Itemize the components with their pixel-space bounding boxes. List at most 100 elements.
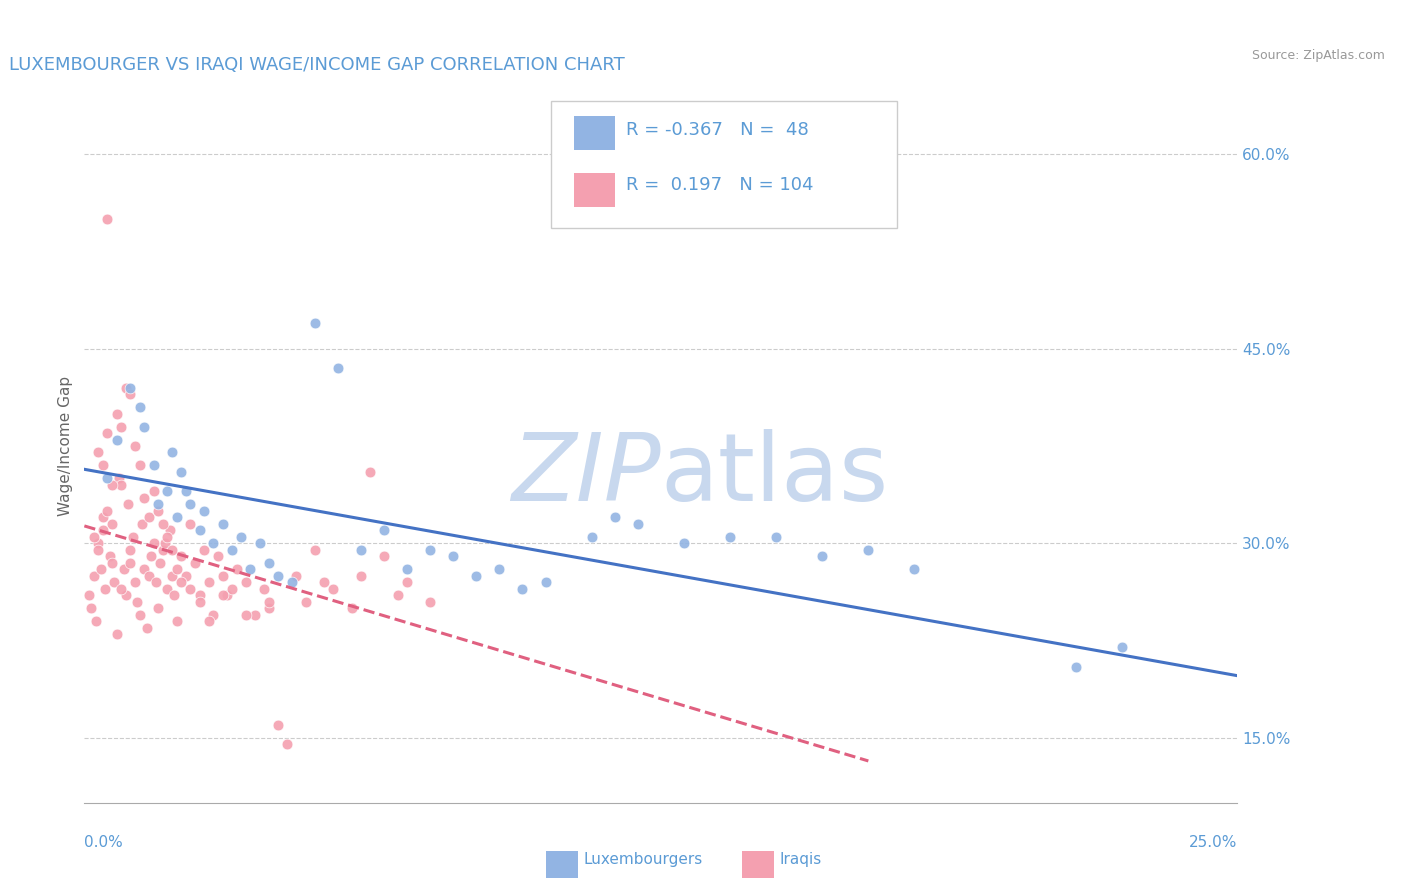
Point xyxy=(1180,809,1202,823)
Y-axis label: Wage/Income Gap: Wage/Income Gap xyxy=(58,376,73,516)
Point xyxy=(110,582,132,596)
Point xyxy=(170,465,193,479)
Point xyxy=(121,530,143,544)
Point xyxy=(96,211,118,226)
Point xyxy=(239,562,262,576)
Point xyxy=(174,568,197,582)
Point xyxy=(211,568,233,582)
Point xyxy=(221,582,243,596)
Point xyxy=(225,562,247,576)
Point xyxy=(373,549,395,564)
Text: LUXEMBOURGER VS IRAQI WAGE/INCOME GAP CORRELATION CHART: LUXEMBOURGER VS IRAQI WAGE/INCOME GAP CO… xyxy=(10,56,626,74)
Point xyxy=(373,524,395,538)
Point xyxy=(142,536,165,550)
Point xyxy=(211,588,233,602)
Point xyxy=(87,536,110,550)
Point xyxy=(101,556,124,570)
Point xyxy=(105,433,128,447)
Point xyxy=(465,568,488,582)
Point xyxy=(184,556,207,570)
Point xyxy=(281,575,304,590)
Text: Luxembourgers: Luxembourgers xyxy=(583,852,703,867)
Point xyxy=(120,381,142,395)
Point xyxy=(627,516,650,531)
Point xyxy=(124,439,146,453)
Point xyxy=(304,316,326,330)
Point xyxy=(419,542,441,557)
Point xyxy=(193,542,215,557)
Point xyxy=(249,536,271,550)
Point xyxy=(94,582,117,596)
Point xyxy=(217,588,239,602)
Point xyxy=(83,530,105,544)
Point xyxy=(91,510,114,524)
Point xyxy=(142,484,165,499)
Point xyxy=(124,575,146,590)
Text: ZIP: ZIP xyxy=(512,429,661,520)
Point xyxy=(350,568,373,582)
FancyBboxPatch shape xyxy=(575,173,614,207)
Point xyxy=(160,445,183,459)
Point xyxy=(202,536,225,550)
Text: Iraqis: Iraqis xyxy=(779,852,823,867)
Text: R =  0.197   N = 104: R = 0.197 N = 104 xyxy=(626,177,814,194)
Point xyxy=(103,575,125,590)
Point xyxy=(359,465,381,479)
Point xyxy=(87,542,110,557)
Point xyxy=(98,549,121,564)
Point xyxy=(534,575,557,590)
Point xyxy=(198,575,221,590)
Point xyxy=(294,595,316,609)
Point xyxy=(146,497,169,511)
Point xyxy=(91,458,114,473)
Point xyxy=(142,458,165,473)
Point xyxy=(138,510,160,524)
Point xyxy=(117,497,139,511)
Point xyxy=(96,471,118,485)
Point xyxy=(188,595,211,609)
Point xyxy=(322,582,344,596)
Point xyxy=(120,387,142,401)
Point xyxy=(179,582,201,596)
Point xyxy=(765,530,787,544)
Point xyxy=(672,536,695,550)
Point xyxy=(211,516,233,531)
Point xyxy=(221,542,243,557)
Point xyxy=(387,588,409,602)
Point xyxy=(160,542,183,557)
Text: R = -0.367   N =  48: R = -0.367 N = 48 xyxy=(626,121,808,139)
Point xyxy=(170,549,193,564)
Point xyxy=(77,588,100,602)
Point xyxy=(276,738,298,752)
FancyBboxPatch shape xyxy=(741,851,773,878)
Point xyxy=(350,542,373,557)
Point xyxy=(146,601,169,615)
Point xyxy=(134,419,156,434)
Point xyxy=(1064,659,1087,673)
Text: 25.0%: 25.0% xyxy=(1189,835,1237,850)
Point xyxy=(96,504,118,518)
Point xyxy=(108,471,131,485)
Point xyxy=(138,568,160,582)
Point xyxy=(128,607,150,622)
Point xyxy=(152,516,174,531)
Point xyxy=(105,627,128,641)
Point xyxy=(166,614,188,628)
Point xyxy=(134,562,156,576)
Point xyxy=(166,562,188,576)
Point xyxy=(128,400,150,414)
Point xyxy=(105,407,128,421)
Point xyxy=(120,542,142,557)
Point xyxy=(112,562,135,576)
Point xyxy=(581,530,603,544)
FancyBboxPatch shape xyxy=(575,116,614,150)
Point xyxy=(153,536,176,550)
Point xyxy=(257,556,280,570)
Point xyxy=(267,718,290,732)
Point xyxy=(128,458,150,473)
Point xyxy=(141,549,163,564)
Point xyxy=(110,478,132,492)
Point xyxy=(811,549,834,564)
Point xyxy=(858,542,880,557)
Point xyxy=(174,484,197,499)
